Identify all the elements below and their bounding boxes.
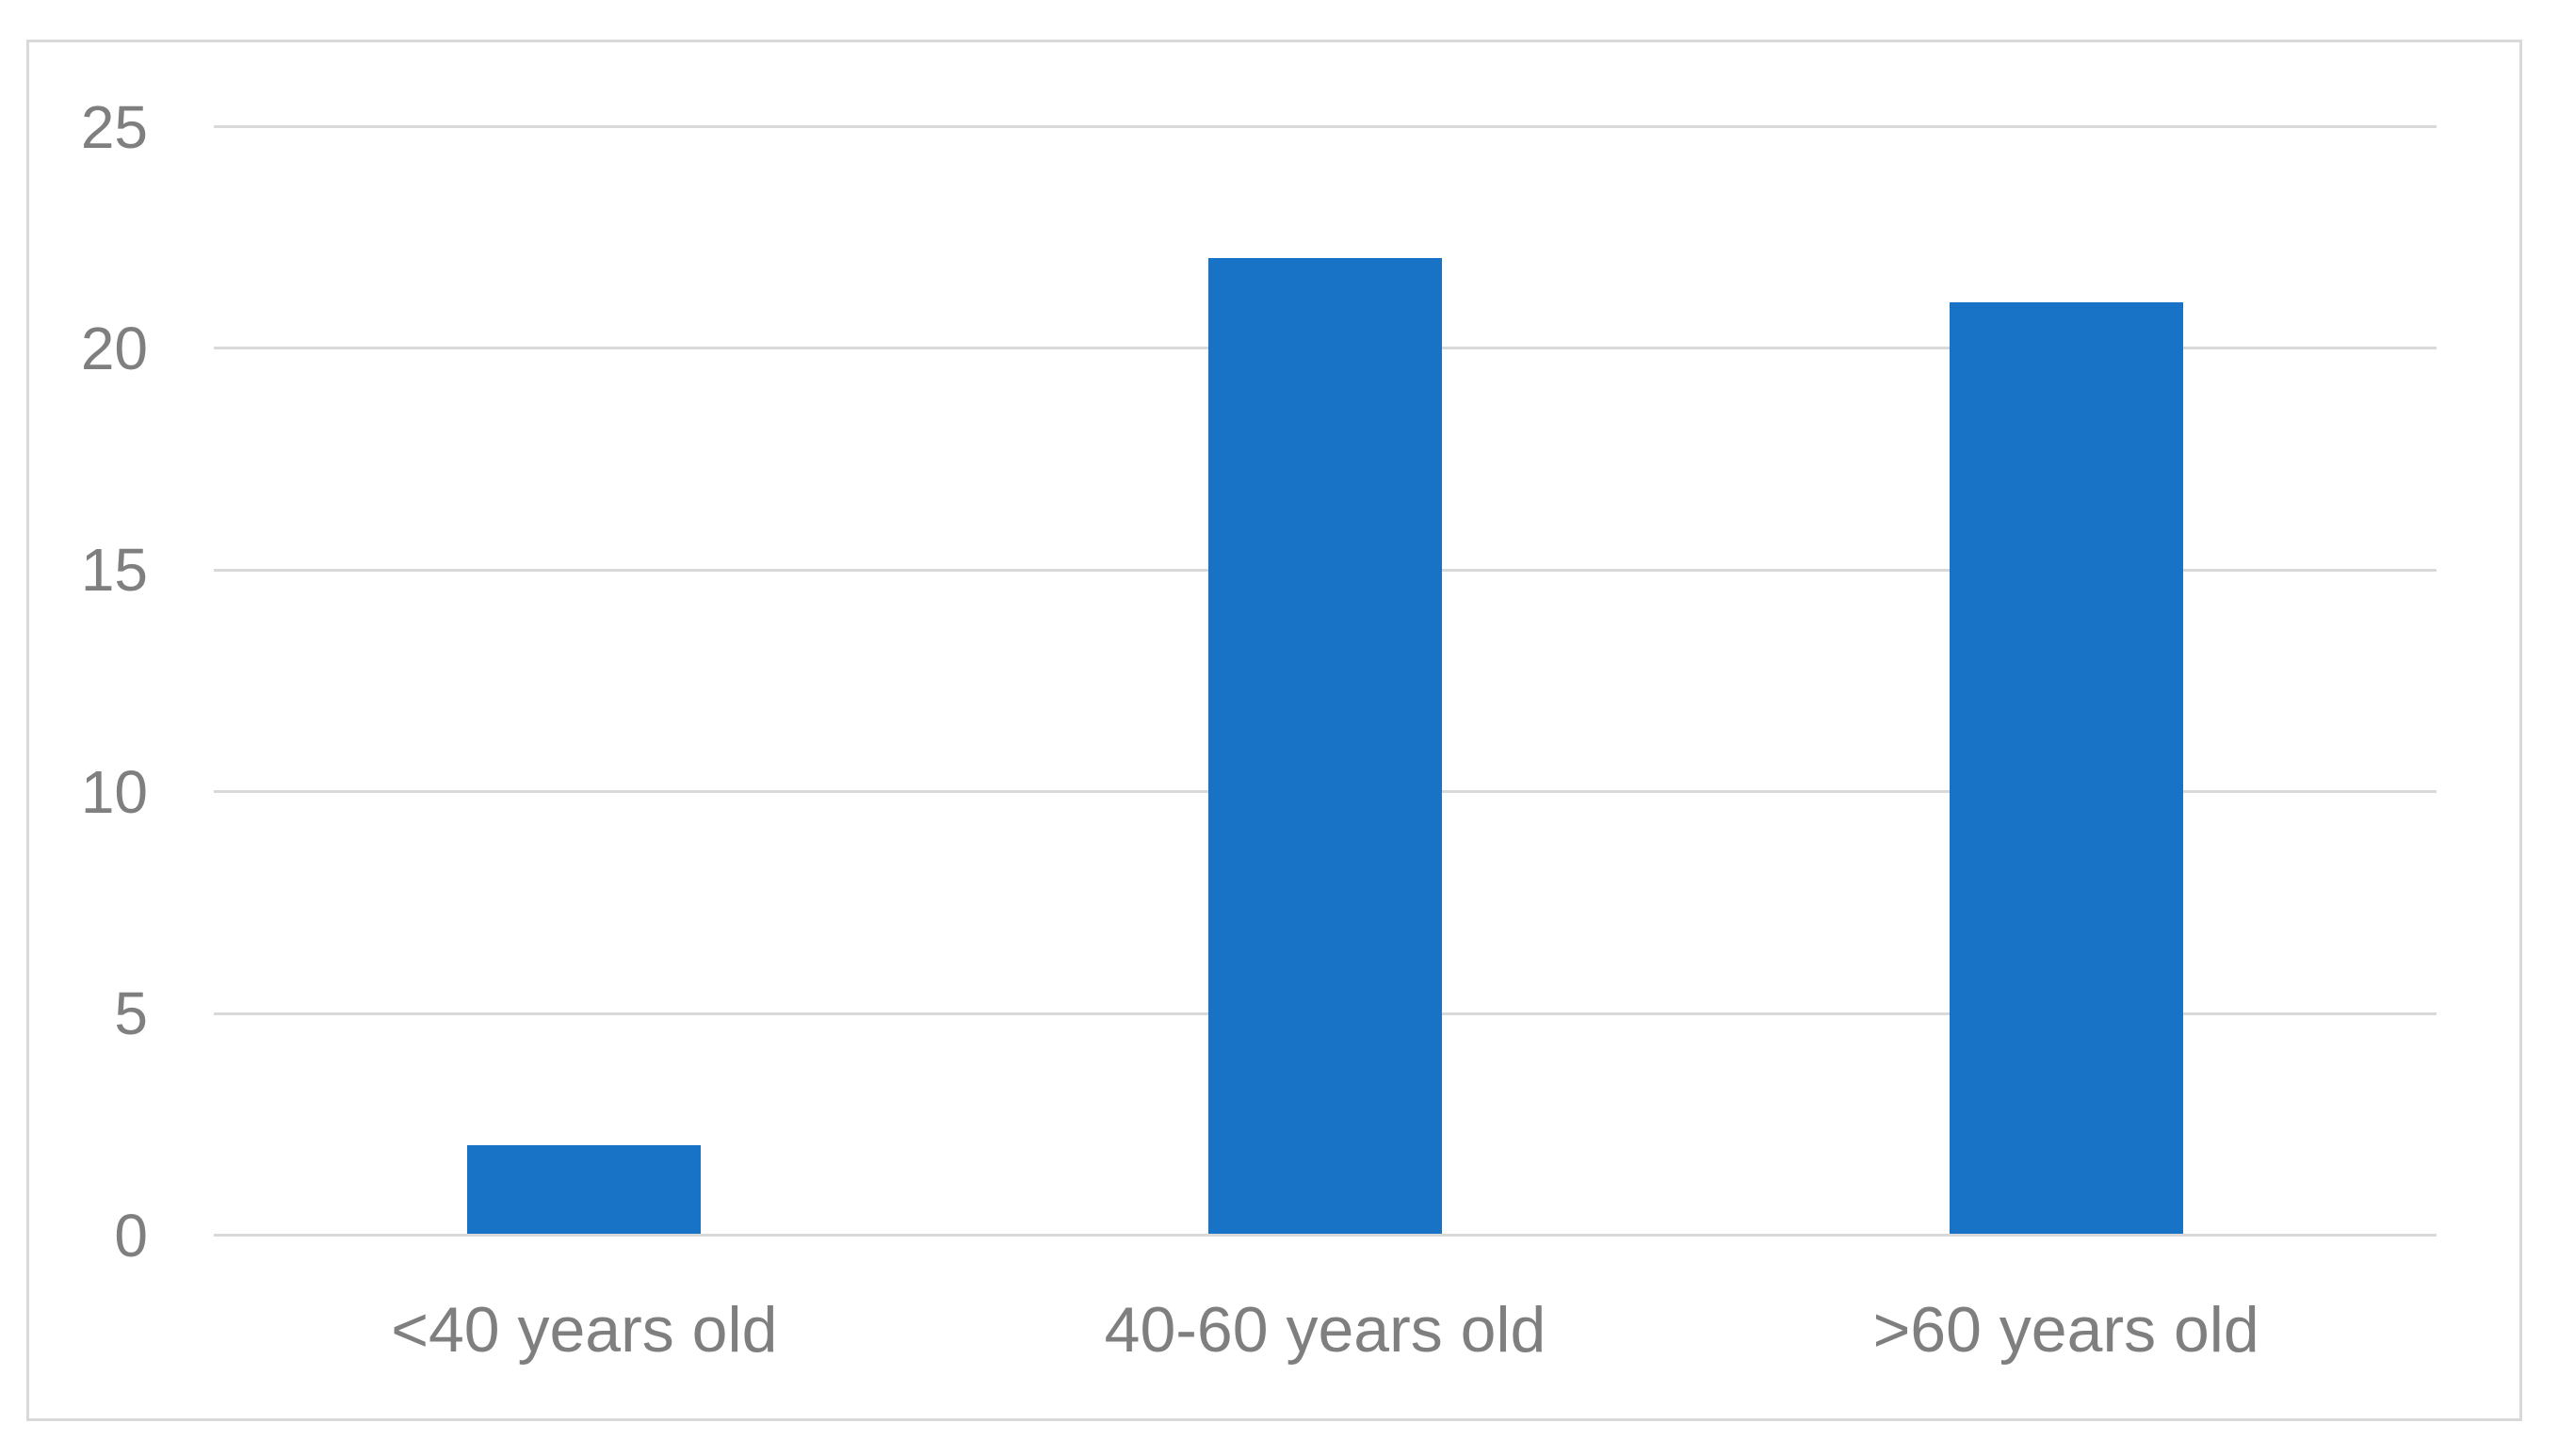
x-category-label: >60 years old (1872, 1294, 2259, 1366)
y-axis-tick-label: 15 (80, 536, 148, 605)
gridline-y-25 (214, 125, 2437, 128)
y-axis-tick-label: 20 (80, 314, 148, 382)
y-axis-tick-label: 5 (114, 979, 148, 1048)
bar-2 (1208, 258, 1442, 1234)
plot-area (214, 125, 2437, 1237)
y-axis-tick-label: 10 (80, 757, 148, 826)
y-axis-tick-label: 0 (114, 1201, 148, 1270)
bar-1 (467, 1144, 702, 1234)
gridline-y-0 (214, 1234, 2437, 1237)
x-category-label: <40 years old (391, 1294, 778, 1366)
bar-3 (1949, 302, 2183, 1234)
y-axis-tick-label: 25 (80, 92, 148, 161)
x-category-label: 40-60 years old (1104, 1294, 1546, 1366)
